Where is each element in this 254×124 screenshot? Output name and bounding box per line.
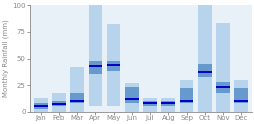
Bar bbox=[52, 103, 66, 105]
Bar bbox=[161, 98, 174, 112]
Bar bbox=[179, 100, 193, 102]
Bar bbox=[215, 82, 229, 93]
Bar bbox=[161, 101, 174, 106]
Bar bbox=[52, 101, 66, 106]
Bar bbox=[179, 88, 193, 103]
Bar bbox=[34, 103, 47, 108]
Bar bbox=[215, 86, 229, 88]
Bar bbox=[88, 61, 102, 75]
Bar bbox=[124, 98, 138, 100]
Bar bbox=[124, 87, 138, 103]
Bar bbox=[215, 23, 229, 112]
Bar bbox=[233, 80, 247, 112]
Bar bbox=[197, 64, 211, 77]
Bar bbox=[88, 5, 102, 106]
Bar bbox=[70, 67, 84, 112]
Bar bbox=[52, 93, 66, 112]
Bar bbox=[197, 71, 211, 73]
Bar bbox=[70, 100, 84, 102]
Bar bbox=[179, 80, 193, 112]
Bar bbox=[106, 24, 120, 106]
Y-axis label: Monthly Rainfall (mm): Monthly Rainfall (mm) bbox=[3, 20, 9, 97]
Bar bbox=[34, 98, 47, 112]
Bar bbox=[233, 88, 247, 103]
Bar bbox=[70, 93, 84, 103]
Bar bbox=[106, 64, 120, 66]
Bar bbox=[233, 100, 247, 102]
Bar bbox=[143, 101, 156, 106]
Bar bbox=[143, 98, 156, 112]
Bar bbox=[197, 5, 211, 112]
Bar bbox=[88, 65, 102, 67]
Bar bbox=[143, 102, 156, 104]
Bar bbox=[34, 106, 47, 107]
Bar bbox=[161, 102, 174, 104]
Bar bbox=[106, 61, 120, 71]
Bar bbox=[124, 83, 138, 112]
